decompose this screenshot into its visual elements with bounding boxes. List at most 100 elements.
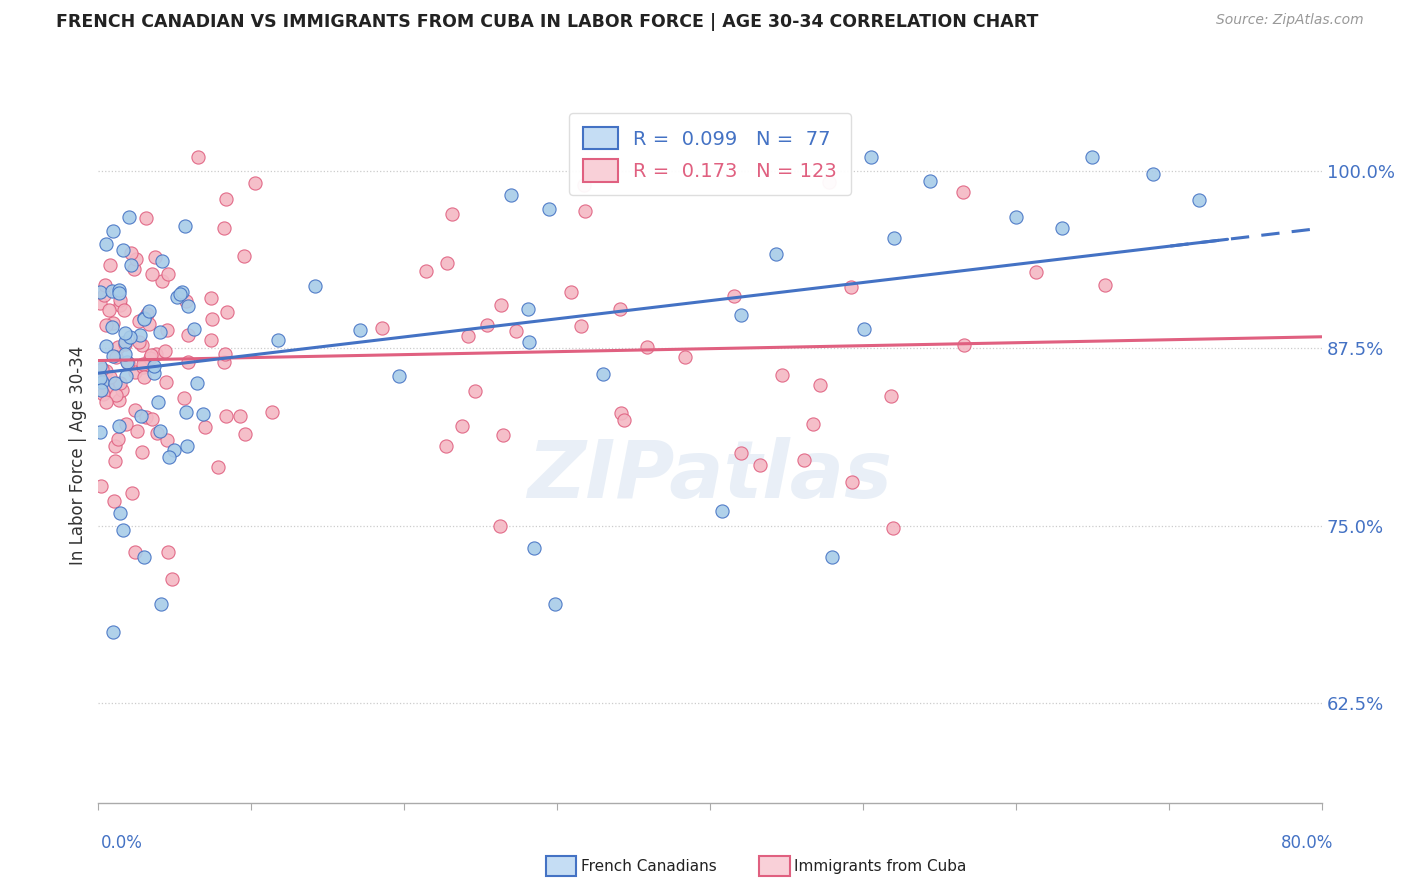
Text: French Canadians: French Canadians xyxy=(581,859,717,873)
Point xyxy=(128,328,150,343)
Point xyxy=(162,442,184,457)
Point xyxy=(730,308,752,322)
Text: 0.0%: 0.0% xyxy=(101,834,143,852)
Point xyxy=(673,350,696,364)
Point xyxy=(730,446,752,460)
Point xyxy=(1025,265,1047,279)
Point xyxy=(120,258,142,272)
Point xyxy=(436,439,458,453)
Point xyxy=(1142,167,1164,181)
Point xyxy=(124,402,146,417)
Point xyxy=(953,338,976,352)
Point xyxy=(149,597,172,611)
Point xyxy=(107,340,129,354)
Text: FRENCH CANADIAN VS IMMIGRANTS FROM CUBA IN LABOR FORCE | AGE 30-34 CORRELATION C: FRENCH CANADIAN VS IMMIGRANTS FROM CUBA … xyxy=(56,13,1039,31)
Point xyxy=(517,334,540,349)
Point xyxy=(440,207,463,221)
Point xyxy=(101,285,124,299)
Point xyxy=(96,338,118,352)
Point xyxy=(371,320,394,334)
Point xyxy=(636,340,658,354)
Point xyxy=(1004,210,1026,224)
Point xyxy=(451,419,474,434)
Point xyxy=(748,458,770,473)
Point xyxy=(215,409,238,424)
Point xyxy=(176,439,198,453)
Point xyxy=(112,523,135,537)
Point xyxy=(233,249,256,263)
Point xyxy=(952,185,974,199)
Point xyxy=(537,202,560,217)
Point xyxy=(118,210,141,224)
Point xyxy=(96,236,118,251)
Y-axis label: In Labor Force | Age 30-34: In Labor Force | Age 30-34 xyxy=(69,345,87,565)
Point xyxy=(176,404,198,418)
Point xyxy=(89,371,111,385)
Point xyxy=(1188,193,1211,207)
Point xyxy=(98,370,121,384)
Point xyxy=(852,322,875,336)
Point xyxy=(808,378,831,392)
Point xyxy=(108,298,131,312)
Point xyxy=(101,625,124,640)
Point xyxy=(173,391,195,405)
Point xyxy=(214,347,236,361)
Point xyxy=(149,424,172,438)
Point xyxy=(793,453,815,467)
Point xyxy=(821,549,844,564)
Point xyxy=(170,285,193,299)
Point xyxy=(883,231,905,245)
Point xyxy=(194,419,217,434)
Point xyxy=(177,355,200,369)
Point xyxy=(166,290,188,304)
Point xyxy=(90,375,112,389)
Point xyxy=(710,504,733,518)
Point xyxy=(156,267,179,281)
Point xyxy=(574,203,596,218)
Point xyxy=(90,479,112,493)
Point xyxy=(183,322,205,336)
Point xyxy=(96,363,118,377)
Point xyxy=(135,409,157,424)
Point xyxy=(267,333,290,347)
Text: Source: ZipAtlas.com: Source: ZipAtlas.com xyxy=(1216,13,1364,28)
Point xyxy=(233,426,256,441)
Point xyxy=(501,188,523,202)
Point xyxy=(104,388,127,402)
Point xyxy=(132,310,155,325)
Point xyxy=(177,328,200,343)
Point xyxy=(841,280,863,294)
Point xyxy=(114,335,136,350)
Text: Immigrants from Cuba: Immigrants from Cuba xyxy=(794,859,967,873)
Point xyxy=(108,506,131,520)
Point xyxy=(489,298,512,312)
Point xyxy=(94,395,117,409)
Point xyxy=(155,376,177,390)
Point xyxy=(134,311,156,326)
Point xyxy=(560,285,582,300)
Point xyxy=(457,329,479,343)
Point xyxy=(90,383,112,397)
Point xyxy=(131,338,153,352)
Point xyxy=(1050,221,1073,235)
Point xyxy=(114,302,136,317)
Point xyxy=(143,250,166,264)
Point xyxy=(157,450,180,465)
Point xyxy=(882,521,904,535)
Point xyxy=(141,412,163,426)
Point xyxy=(436,256,458,270)
Point xyxy=(129,409,152,423)
Point xyxy=(117,355,139,369)
Point xyxy=(93,287,115,301)
Point xyxy=(101,349,124,363)
Point xyxy=(765,247,787,261)
Point xyxy=(415,264,437,278)
Point xyxy=(103,440,125,454)
Point xyxy=(103,494,125,508)
Point xyxy=(108,283,131,297)
Point xyxy=(215,192,238,206)
Point xyxy=(860,150,883,164)
Point xyxy=(516,302,538,317)
Point xyxy=(128,314,150,328)
Point xyxy=(107,432,129,446)
